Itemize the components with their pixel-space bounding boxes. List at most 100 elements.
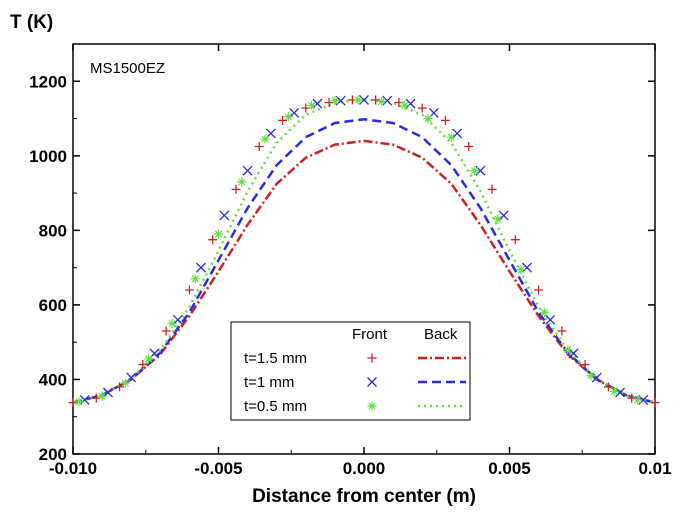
data-point — [330, 96, 340, 106]
axes: -0.010 -0.005 0.000 0.005 0.01 200 400 600 800 10… — [29, 43, 672, 478]
chart-annotation: MS1500EZ — [90, 60, 165, 77]
data-point — [353, 95, 363, 105]
legend-header-front: Front — [352, 326, 388, 343]
series-front-plus — [68, 95, 660, 408]
data-point — [376, 96, 386, 106]
data-point — [446, 132, 456, 142]
data-point — [120, 378, 130, 388]
data-point — [534, 285, 544, 295]
data-point — [219, 210, 230, 221]
data-point — [167, 319, 177, 329]
data-point — [260, 134, 270, 144]
data-point — [510, 235, 520, 245]
data-point — [423, 114, 433, 124]
data-point — [633, 395, 643, 405]
data-point — [312, 98, 323, 109]
data-point — [196, 262, 206, 273]
data-point — [231, 184, 241, 194]
legend-label-t05: t=0.5 mm — [244, 398, 307, 415]
legend-header-back: Back — [424, 326, 458, 343]
series-front-star — [74, 95, 643, 407]
data-point — [563, 345, 573, 355]
data-point — [557, 326, 567, 336]
legend-marker — [367, 401, 377, 411]
data-point — [417, 103, 427, 113]
data-point — [650, 398, 660, 408]
data-point — [74, 397, 84, 407]
data-point — [400, 101, 410, 110]
x-tick-label: 0.005 — [488, 459, 531, 478]
data-point — [498, 210, 509, 221]
data-point — [97, 391, 107, 401]
data-point — [68, 398, 78, 408]
data-point — [254, 142, 264, 151]
data-point — [172, 314, 183, 325]
series-line — [72, 118, 656, 404]
series-line — [72, 97, 656, 404]
data-point — [586, 371, 596, 381]
y-tick-label: 600 — [39, 296, 67, 315]
y-tick-label: 400 — [39, 370, 67, 389]
data-point — [237, 177, 247, 187]
legend-marker — [367, 353, 377, 363]
data-point — [493, 214, 503, 224]
x-tick-label: 0.000 — [343, 459, 386, 478]
data-point — [516, 265, 526, 274]
data-point — [144, 354, 154, 364]
data-point — [242, 165, 253, 176]
series-layer — [68, 94, 660, 408]
data-point — [545, 314, 556, 325]
y-tick-label: 200 — [39, 445, 67, 464]
data-point — [615, 387, 626, 398]
x-axis-title: Distance from center (m) — [252, 486, 476, 507]
y-tick-label: 1000 — [29, 147, 67, 166]
data-point — [371, 95, 381, 105]
data-point — [324, 98, 334, 108]
legend-marker — [367, 377, 377, 387]
data-point — [307, 101, 317, 110]
data-point — [591, 372, 602, 383]
data-point — [580, 360, 590, 370]
x-tick-label: 0.01 — [638, 459, 671, 478]
x-tick-label: -0.005 — [194, 459, 242, 478]
series-line — [72, 139, 656, 404]
data-point — [79, 394, 90, 405]
data-point — [539, 307, 549, 317]
data-point — [190, 274, 200, 284]
data-point — [405, 98, 416, 109]
data-point — [184, 285, 194, 295]
y-tick-label: 800 — [39, 221, 67, 240]
legend-box — [230, 321, 471, 421]
data-point — [609, 386, 619, 396]
data-point — [138, 360, 148, 370]
data-point — [278, 115, 288, 125]
data-point — [487, 184, 497, 194]
data-point — [464, 142, 474, 151]
data-point — [115, 382, 125, 392]
data-point — [102, 387, 113, 398]
series-back-dash — [72, 118, 656, 404]
data-point — [214, 229, 223, 239]
data-point — [91, 393, 101, 403]
data-point — [289, 107, 300, 118]
legend-label-t1: t=1 mm — [244, 374, 294, 391]
data-point — [603, 382, 613, 392]
y-tick-label: 1200 — [29, 72, 67, 91]
data-point — [161, 326, 171, 336]
data-point — [208, 235, 218, 245]
x-tick-label: -0.010 — [49, 459, 97, 478]
series-back-dot — [72, 97, 656, 404]
data-point — [440, 115, 450, 125]
y-axis-title: T (K) — [10, 12, 53, 33]
data-point — [470, 166, 480, 176]
legend: Front Back t=1.5 mm t=1 mm t=0.5 mm — [230, 321, 471, 421]
series-back-dashdot — [72, 139, 656, 404]
data-point — [522, 262, 532, 273]
legend-label-t15: t=1.5 mm — [244, 350, 307, 367]
data-point — [568, 348, 579, 359]
data-point — [452, 128, 463, 139]
data-point — [627, 393, 637, 403]
data-point — [283, 112, 293, 122]
legend-marks — [367, 353, 466, 411]
